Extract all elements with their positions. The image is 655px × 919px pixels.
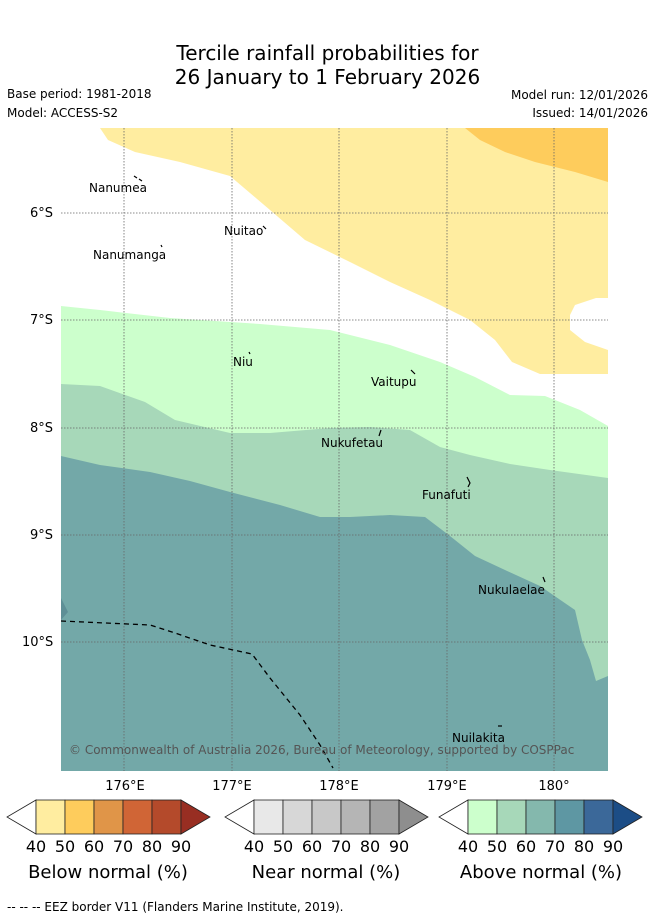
copyright-notice: © Commonwealth of Australia 2026, Bureau… [69, 743, 575, 757]
legend-above-tick: 60 [515, 837, 537, 856]
issued-date: Issued: 14/01/2026 [532, 106, 648, 120]
model-run: Model run: 12/01/2026 [510, 88, 648, 102]
legend-near-tick: 50 [272, 837, 294, 856]
legend-above-swatch [554, 799, 585, 835]
legend-below-arrow-low [6, 799, 37, 835]
model-name: Model: ACCESS-S2 [7, 106, 119, 120]
island-label-vaitupu[interactable]: Vaitupu [371, 375, 417, 389]
legend-near-tick: 60 [301, 837, 323, 856]
legend-above-swatch [525, 799, 556, 835]
legend-below-tick: 40 [25, 837, 47, 856]
legend-below-swatch [35, 799, 66, 835]
lon-label: 180° [538, 779, 570, 794]
lon-label: 179°E [427, 779, 467, 794]
legend-above-tick: 40 [457, 837, 479, 856]
below-normal-60-region [465, 128, 608, 182]
legend-above-swatch [467, 799, 498, 835]
legend-near-swatch [282, 799, 313, 835]
base-period: Base period: 1981-2018 [7, 87, 152, 101]
title-line-2: 26 January to 1 February 2026 [174, 65, 481, 89]
above-normal-80-patch [61, 598, 68, 620]
legend-above-tick: 50 [486, 837, 508, 856]
island-label-nukufetau[interactable]: Nukufetau [321, 436, 384, 450]
legend-above-arrow-high [612, 799, 643, 835]
graticule [61, 128, 608, 771]
legend-near-tick: 90 [388, 837, 410, 856]
legend-above-swatch [496, 799, 527, 835]
legend-below-tick: 50 [54, 837, 76, 856]
lat-label: 8°S [30, 421, 54, 436]
legend-above-bar [438, 799, 643, 835]
island-label-funafuti[interactable]: Funafuti [422, 488, 471, 502]
legend-below-swatch [151, 799, 182, 835]
legend-above-tick: 80 [573, 837, 595, 856]
island-label-nuitao[interactable]: Nuitao [224, 224, 264, 238]
legend-below-swatch [64, 799, 95, 835]
legend-near-arrow-high [398, 799, 429, 835]
lon-label: 177°E [212, 779, 252, 794]
island-label-nukulaelae[interactable]: Nukulaelae [478, 583, 545, 597]
island-label-nanumea[interactable]: Nanumea [89, 181, 147, 195]
legend-near-bar [224, 799, 429, 835]
legend-below-bar [6, 799, 211, 835]
legend-near-tick: 70 [330, 837, 352, 856]
legend-near-arrow-low [224, 799, 255, 835]
legend-near-swatch [369, 799, 400, 835]
lat-label: 6°S [30, 206, 54, 221]
legend-below-title: Below normal (%) [28, 862, 188, 883]
map-area[interactable] [61, 128, 608, 771]
legend-near-tick: 40 [243, 837, 265, 856]
title-line-1: Tercile rainfall probabilities for [176, 41, 479, 65]
legend-above-tick: 70 [544, 837, 566, 856]
above-normal-70-region [61, 456, 608, 771]
legend-below-tick: 80 [141, 837, 163, 856]
lon-label: 176°E [105, 779, 145, 794]
island-label-nanumanga[interactable]: Nanumanga [93, 248, 167, 262]
legend-near-tick: 80 [359, 837, 381, 856]
legend-below-swatch [93, 799, 124, 835]
legend-below-swatch [122, 799, 153, 835]
legend-near-swatch [311, 799, 342, 835]
legend-above-tick: 90 [602, 837, 624, 856]
legend-above-title: Above normal (%) [459, 862, 623, 883]
legend-near-title: Near normal (%) [251, 862, 401, 883]
legend-above-arrow-low [438, 799, 469, 835]
lat-label: 7°S [30, 313, 54, 328]
lat-label: 9°S [30, 528, 54, 543]
legend-below-arrow-high [180, 799, 211, 835]
island-label-nuilakita[interactable]: Nuilakita [452, 731, 505, 745]
eez-footnote: -- -- -- EEZ border V11 (Flanders Marine… [7, 900, 344, 914]
legend-near-swatch [253, 799, 284, 835]
legend-below-tick: 90 [170, 837, 192, 856]
lon-label: 178°E [319, 779, 359, 794]
legend-below-tick: 60 [83, 837, 105, 856]
island-shapes [133, 175, 546, 727]
lat-label: 10°S [22, 635, 54, 650]
legend-bars [6, 799, 643, 835]
island-label-niu[interactable]: Niu [233, 355, 253, 369]
legend-near-swatch [340, 799, 371, 835]
legend-above-swatch [583, 799, 614, 835]
legend-below-tick: 70 [112, 837, 134, 856]
below-normal-50-region [100, 128, 608, 374]
